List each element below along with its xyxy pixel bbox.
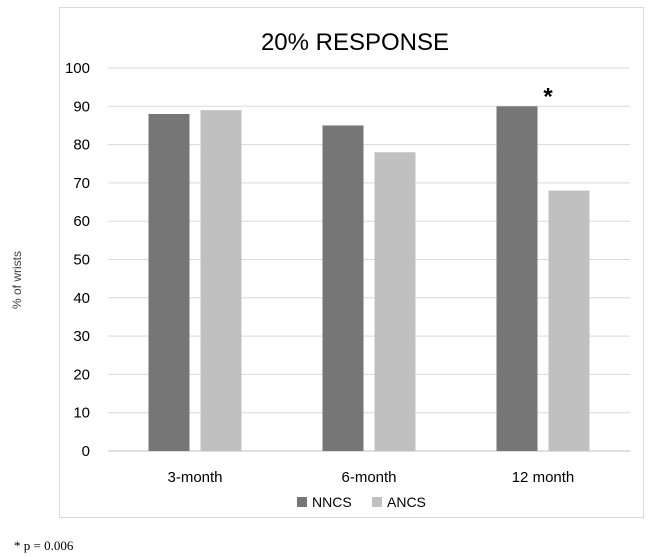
bar-nncs xyxy=(322,125,364,451)
y-tick-label: 70 xyxy=(73,175,90,192)
y-tick-label: 0 xyxy=(82,443,90,460)
y-axis-ticks: 0 10 20 30 40 50 60 70 80 90 100 xyxy=(65,60,90,460)
legend: NNCS ANCS xyxy=(297,494,426,510)
bar-ancs xyxy=(200,110,242,451)
y-tick-label: 40 xyxy=(73,290,90,307)
bar-nncs xyxy=(148,113,190,452)
x-category-label: 3-month xyxy=(167,469,222,486)
x-axis-categories: 3-month 6-month 12 month xyxy=(167,469,574,486)
gridlines xyxy=(108,67,630,452)
x-category-label: 12 month xyxy=(512,469,575,486)
significance-annotation: * xyxy=(543,83,553,110)
chart-title: 20% RESPONSE xyxy=(261,29,449,56)
bar-nncs xyxy=(496,106,538,452)
y-tick-label: 100 xyxy=(65,60,90,77)
footnote: * p = 0.006 xyxy=(14,538,74,553)
legend-label: ANCS xyxy=(387,494,426,510)
y-axis-label: % of wrists xyxy=(10,250,24,310)
y-tick-label: 50 xyxy=(73,252,90,269)
bar-ancs xyxy=(374,152,416,451)
bars xyxy=(148,106,590,452)
bar-ancs xyxy=(548,190,590,451)
x-category-label: 6-month xyxy=(341,469,396,486)
y-tick-label: 20 xyxy=(73,366,90,383)
y-tick-label: 90 xyxy=(73,98,90,115)
annotations: * xyxy=(543,83,553,110)
y-tick-label: 30 xyxy=(73,328,90,345)
legend-swatch-nncs xyxy=(297,497,307,507)
y-tick-label: 10 xyxy=(73,405,90,422)
legend-swatch-ancs xyxy=(372,497,382,507)
y-tick-label: 80 xyxy=(73,137,90,154)
legend-label: NNCS xyxy=(312,494,352,510)
y-tick-label: 60 xyxy=(73,213,90,230)
